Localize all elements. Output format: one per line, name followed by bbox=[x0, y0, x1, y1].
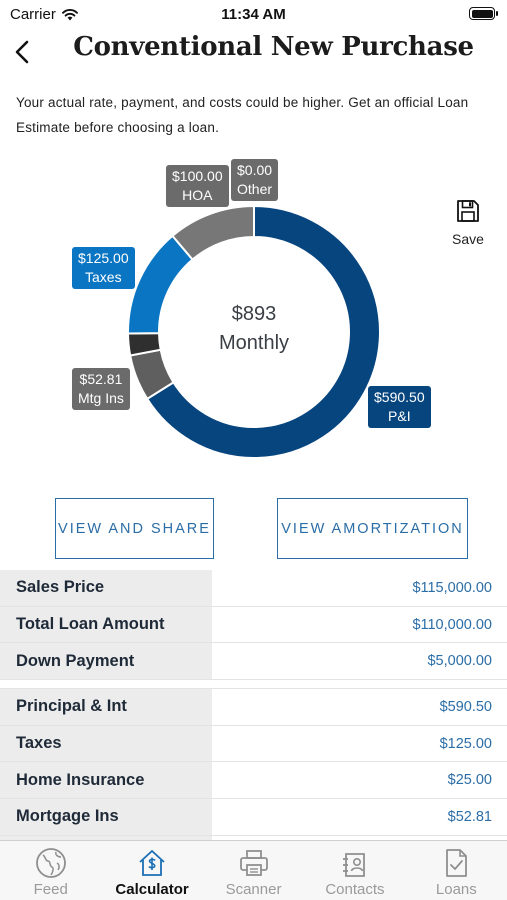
callout-taxes-label: Taxes bbox=[85, 269, 122, 285]
table-row: Principal & Int $590.50 bbox=[0, 689, 507, 726]
row-value: $115,000.00 bbox=[412, 579, 492, 596]
tab-calculator[interactable]: Calculator bbox=[101, 841, 202, 900]
section-divider bbox=[0, 680, 507, 690]
tab-feed[interactable]: Feed bbox=[0, 841, 101, 900]
row-value: $25.00 bbox=[447, 772, 492, 789]
callout-mtg-ins-label: Mtg Ins bbox=[78, 390, 124, 406]
carrier-label: Carrier bbox=[10, 6, 56, 23]
carrier: Carrier bbox=[10, 6, 79, 23]
callout-hoa: $100.00 HOA bbox=[166, 165, 229, 207]
floppy-disk-icon bbox=[457, 200, 479, 222]
callout-pi: $590.50 P&I bbox=[368, 386, 431, 428]
view-and-share-button[interactable]: VIEW AND SHARE bbox=[55, 498, 214, 559]
row-value: $110,000.00 bbox=[412, 616, 492, 633]
row-label: Home Insurance bbox=[0, 762, 212, 799]
callout-other-value: $0.00 bbox=[237, 162, 273, 178]
row-value: $590.50 bbox=[439, 698, 492, 715]
printer-icon bbox=[239, 850, 268, 876]
callout-other-label: Other bbox=[237, 181, 273, 197]
back-button[interactable] bbox=[10, 34, 38, 70]
row-value: $5,000.00 bbox=[427, 653, 492, 670]
table-row: Mortgage Ins $52.81 bbox=[0, 799, 507, 836]
callout-hoa-label: HOA bbox=[182, 187, 213, 203]
callout-mtg-ins: $52.81 Mtg Ins bbox=[72, 368, 130, 410]
row-value: $52.81 bbox=[447, 808, 492, 825]
callout-mtg-ins-value: $52.81 bbox=[79, 371, 123, 387]
house-dollar-icon bbox=[139, 850, 165, 876]
row-label: Sales Price bbox=[0, 570, 212, 606]
row-label: Down Payment bbox=[0, 643, 212, 680]
table-row: Down Payment $5,000.00 bbox=[0, 643, 507, 681]
donut-slice-p-i bbox=[145, 204, 381, 459]
monthly-total: $893 bbox=[231, 303, 277, 325]
page-title: Conventional New Purchase bbox=[73, 32, 474, 62]
callout-hoa-value: $100.00 bbox=[172, 168, 223, 184]
tab-loans[interactable]: Loans bbox=[406, 841, 507, 900]
chevron-left-icon bbox=[15, 40, 29, 64]
callout-other: $0.00 Other bbox=[231, 159, 279, 201]
table-row: Total Loan Amount $110,000.00 bbox=[0, 606, 507, 644]
tab-label: Scanner bbox=[225, 881, 282, 898]
wifi-icon bbox=[61, 8, 78, 21]
row-label: Total Loan Amount bbox=[0, 606, 212, 643]
callout-taxes-value: $125.00 bbox=[78, 250, 129, 266]
tab-bar: Feed Calculator Scanner Contacts bbox=[0, 840, 507, 900]
tab-scanner[interactable]: Scanner bbox=[203, 841, 304, 900]
document-check-icon bbox=[446, 849, 468, 877]
row-label: Mortgage Ins bbox=[0, 799, 212, 835]
table-row: Taxes $125.00 bbox=[0, 725, 507, 763]
callout-pi-label: P&I bbox=[388, 408, 411, 424]
callout-pi-value: $590.50 bbox=[374, 389, 425, 405]
donut-svg bbox=[126, 204, 381, 459]
table-row: Home Insurance $25.00 bbox=[0, 762, 507, 800]
view-amortization-button[interactable]: VIEW AMORTIZATION bbox=[277, 498, 468, 559]
globe-icon bbox=[35, 848, 66, 878]
tab-label: Loans bbox=[435, 881, 477, 898]
save-button[interactable]: Save bbox=[448, 198, 488, 250]
table-row: Sales Price $115,000.00 bbox=[0, 570, 507, 607]
disclaimer-text: Your actual rate, payment, and costs cou… bbox=[16, 95, 469, 135]
row-value: $125.00 bbox=[439, 735, 492, 752]
row-label: Taxes bbox=[0, 725, 212, 762]
monthly-label: Monthly bbox=[218, 332, 290, 354]
donut-slice-hoa bbox=[171, 204, 255, 261]
contacts-icon bbox=[342, 853, 365, 877]
tab-contacts[interactable]: Contacts bbox=[304, 841, 405, 900]
status-bar: Carrier 11:34 AM bbox=[0, 0, 507, 30]
battery-icon bbox=[469, 7, 498, 20]
callout-taxes: $125.00 Taxes bbox=[72, 247, 135, 289]
tab-label: Contacts bbox=[325, 881, 385, 898]
loan-details-table: Sales Price $115,000.00 Total Loan Amoun… bbox=[0, 570, 507, 858]
clock: 11:34 AM bbox=[221, 6, 286, 23]
tab-label: Feed bbox=[33, 881, 68, 898]
tab-label: Calculator bbox=[115, 881, 189, 898]
payment-donut-chart: $100.00 HOA $0.00 Other $125.00 Taxes $5… bbox=[0, 140, 507, 490]
row-label: Principal & Int bbox=[0, 689, 212, 725]
save-label: Save bbox=[452, 231, 484, 247]
